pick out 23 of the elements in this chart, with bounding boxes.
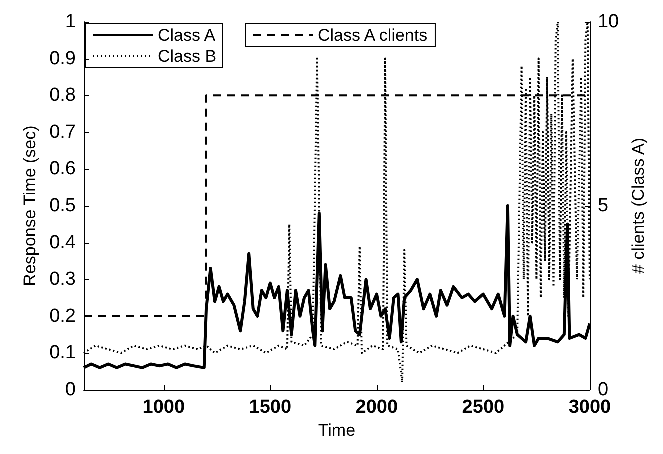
y-tick-label: 0.8 xyxy=(50,85,76,106)
legend-label: Class A clients xyxy=(318,26,428,45)
y-tick-label: 0.2 xyxy=(50,306,76,327)
y-tick-label: 0.6 xyxy=(50,158,76,180)
y-tick-label: 0.4 xyxy=(50,232,76,254)
x-tick-label: 2000 xyxy=(356,397,398,418)
legend-label: Class B xyxy=(158,47,217,66)
y2-axis-title: # clients (Class A) xyxy=(629,138,648,274)
legend-label: Class A xyxy=(158,26,216,45)
y-tick-label: 0.5 xyxy=(50,196,76,216)
x-tick-label: 1000 xyxy=(142,397,186,418)
x-tick-label: 2500 xyxy=(462,397,505,418)
y-tick-label: 0.7 xyxy=(50,122,76,143)
y-tick-label: 1 xyxy=(65,12,76,32)
y-tick-label: 0.3 xyxy=(50,269,76,290)
y-tick-label: 0.9 xyxy=(50,48,76,70)
y2-tick-label: 5 xyxy=(598,196,609,216)
y-tick-label: 0 xyxy=(65,380,76,400)
x-axis-title: Time xyxy=(318,420,356,440)
y-tick-label: 0.1 xyxy=(50,342,76,364)
y-axis-title: Response Time (sec) xyxy=(20,126,40,286)
y2-tick-label: 10 xyxy=(598,12,620,32)
x-tick-label: 1500 xyxy=(249,397,292,418)
